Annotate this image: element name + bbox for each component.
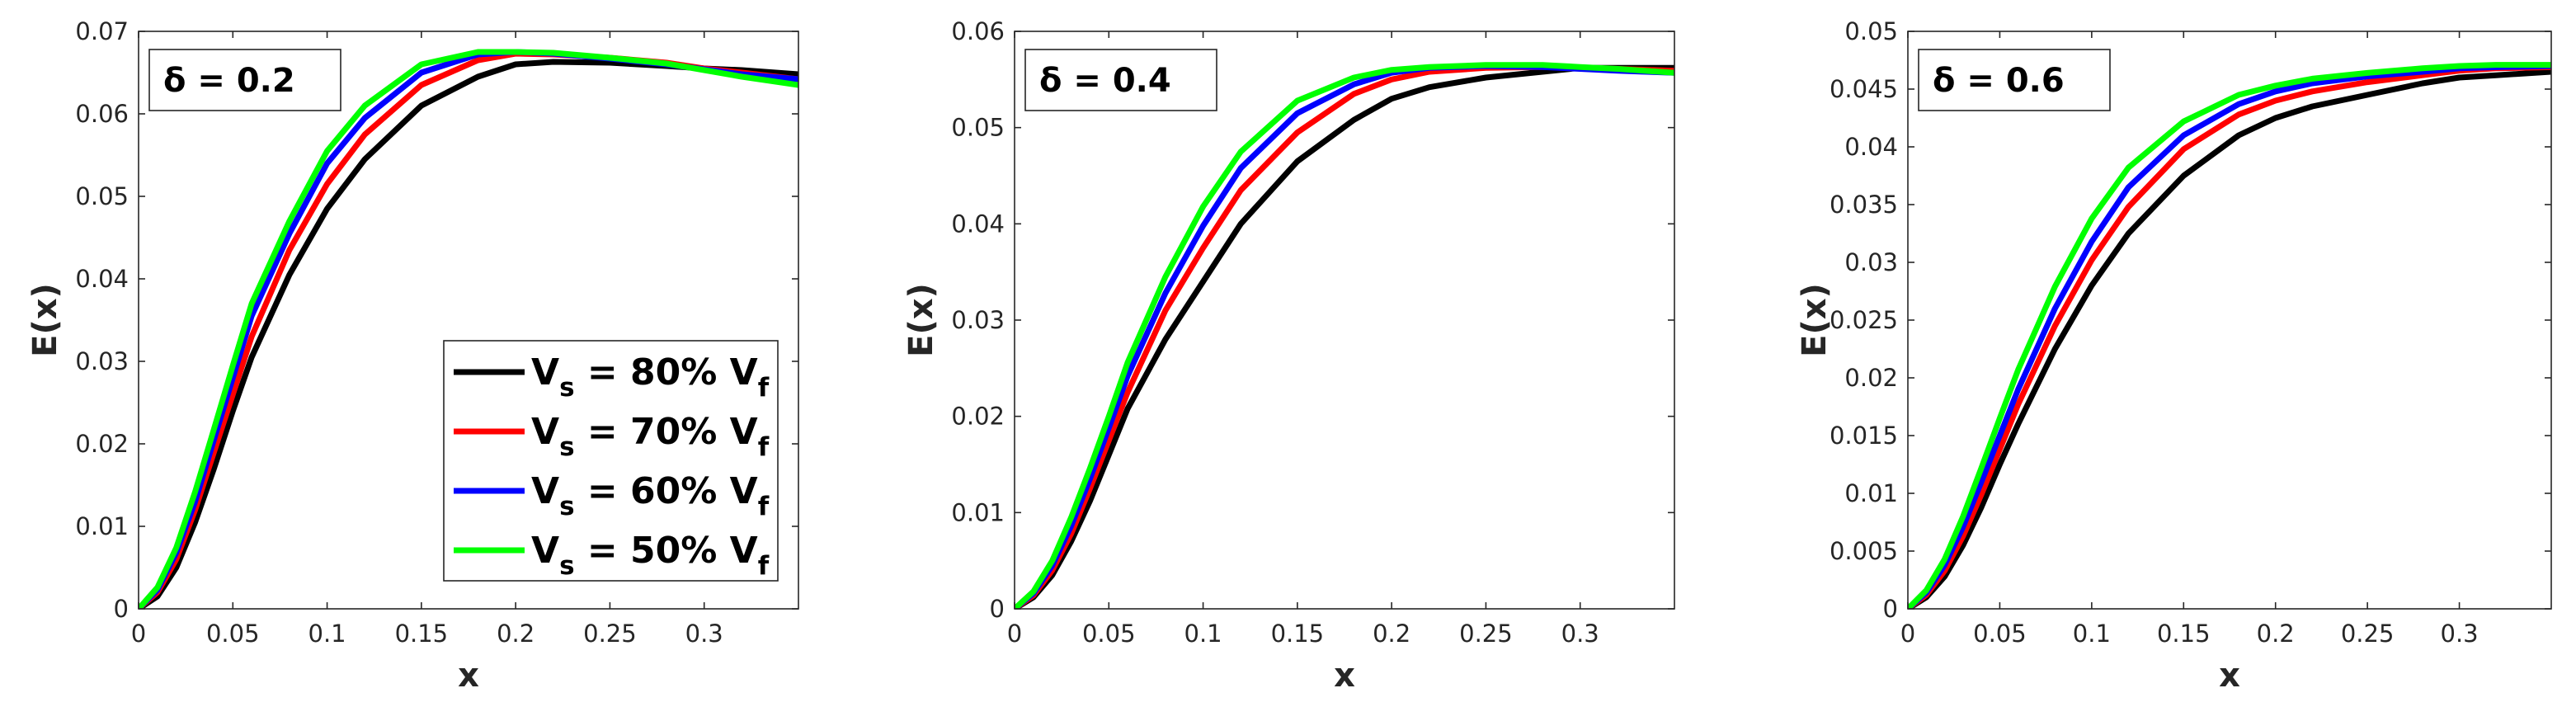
- y-tick-label: 0.03: [951, 306, 1005, 334]
- series-line-3: [1015, 62, 1674, 609]
- plot-area: [1015, 31, 1674, 609]
- y-tick-label: 0.015: [1830, 422, 1898, 450]
- y-tick-label: 0.03: [1844, 248, 1898, 276]
- y-tick-label: 0.035: [1830, 191, 1898, 219]
- legend-sub-s: s: [559, 432, 574, 462]
- x-tick-label: 0.05: [1973, 620, 2027, 648]
- x-tick-label: 0.1: [308, 620, 346, 648]
- y-tick-label: 0: [1883, 595, 1898, 623]
- legend-main: V: [531, 470, 559, 512]
- x-tick-label: 0: [131, 620, 146, 648]
- legend-mid: = 80% V: [575, 351, 758, 394]
- y-tick-label: 0: [990, 595, 1005, 623]
- y-tick-label: 0.05: [951, 114, 1005, 142]
- panel-delta-0-2: 0 0.05 0.1 0.15 0.2 0.25 0.3 0 0.01 0.02 0.03 0.04 0…: [26, 17, 799, 695]
- delta-box: [148, 49, 341, 111]
- y-axis-title: E(x): [902, 283, 940, 357]
- series-line-3: [1908, 62, 2551, 609]
- x-tick-label: 0: [1900, 620, 1915, 648]
- y-tick-label: 0.02: [1844, 364, 1898, 392]
- y-tick-label: 0.02: [951, 403, 1005, 431]
- x-tick-label: 0.05: [206, 620, 260, 648]
- y-tick-label: 0.01: [951, 498, 1005, 526]
- series-line-2: [1908, 63, 2551, 609]
- x-axis-title: x: [2219, 657, 2240, 695]
- x-tick-label: 0.05: [1082, 620, 1136, 648]
- legend-mid: = 60% V: [575, 470, 758, 512]
- plot-area: [1908, 31, 2551, 609]
- legend-main: V: [531, 411, 559, 453]
- x-tick-label: 0.15: [395, 620, 449, 648]
- legend-sub-f: f: [758, 373, 770, 403]
- y-tick-label: 0.025: [1830, 306, 1898, 334]
- series-group: [1015, 62, 1674, 609]
- series-line-1: [1908, 64, 2551, 609]
- x-tick-label: 0.2: [2257, 620, 2295, 648]
- y-tick-label: 0.06: [951, 17, 1005, 45]
- x-tick-label: 0.2: [1373, 620, 1410, 648]
- y-tick-label: 0.04: [1844, 133, 1898, 161]
- y-tick-label: 0.06: [75, 100, 129, 128]
- y-tick-label: 0: [114, 595, 129, 623]
- legend-entry-0: Vs = 80% Vf: [531, 351, 770, 403]
- y-tick-label: 0.04: [951, 210, 1005, 238]
- legend-sub-s: s: [559, 373, 574, 403]
- x-tick-label: 0.3: [1561, 620, 1599, 648]
- x-tick-label: 0.1: [2073, 620, 2111, 648]
- x-axis-title: x: [458, 657, 479, 695]
- delta-box: [1918, 49, 2111, 111]
- series-group: [139, 49, 798, 609]
- y-axis-title: E(x): [1796, 283, 1834, 357]
- y-tick-label: 0.01: [1844, 479, 1898, 507]
- legend-box: [443, 340, 779, 582]
- panel-delta-0-4: 0 0.05 0.1 0.15 0.2 0.25 0.3 0 0.01 0.02 0.03 0.04 0…: [902, 17, 1675, 695]
- y-tick-label: 0.07: [75, 17, 129, 45]
- x-tick-label: 0.3: [2441, 620, 2479, 648]
- x-tick-label: 0: [1007, 620, 1022, 648]
- delta-label: δ = 0.4: [1039, 62, 1171, 100]
- legend-sub-f: f: [758, 551, 770, 581]
- y-axis-title: E(x): [26, 283, 64, 357]
- x-axis-title: x: [1334, 657, 1355, 695]
- legend-main: V: [531, 530, 559, 572]
- y-tick-label: 0.01: [75, 512, 129, 540]
- legend-entry-1: Vs = 70% Vf: [531, 411, 770, 462]
- x-tick-label: 0.25: [1459, 620, 1513, 648]
- legend-mid: = 50% V: [575, 530, 758, 572]
- legend-entry-3: Vs = 50% Vf: [531, 530, 770, 581]
- delta-label: δ = 0.6: [1933, 62, 2065, 100]
- legend-sub-f: f: [758, 432, 770, 462]
- delta-box: [1024, 49, 1217, 111]
- y-tick-label: 0.02: [75, 430, 129, 458]
- delta-label: δ = 0.2: [163, 62, 295, 100]
- panel-delta-0-6: 0 0.05 0.1 0.15 0.2 0.25 0.3 0 0.005 0.01 0.015 0.0…: [1796, 17, 2552, 695]
- legend-entry-2: Vs = 60% Vf: [531, 470, 770, 521]
- x-tick-label: 0.15: [2157, 620, 2211, 648]
- series-group: [1908, 62, 2551, 609]
- y-tick-label: 0.05: [1844, 17, 1898, 45]
- legend-main: V: [531, 351, 559, 394]
- x-tick-label: 0.15: [1271, 620, 1325, 648]
- legend-sub-s: s: [559, 551, 574, 581]
- x-tick-label: 0.25: [583, 620, 637, 648]
- y-tick-label: 0.04: [75, 265, 129, 293]
- y-tick-label: 0.05: [75, 182, 129, 210]
- legend-sub-f: f: [758, 492, 770, 521]
- axes-box: [138, 31, 799, 610]
- x-tick-label: 0.25: [2341, 620, 2395, 648]
- y-tick-label: 0.03: [75, 347, 129, 375]
- x-tick-label: 0.3: [685, 620, 723, 648]
- x-tick-label: 0.1: [1184, 620, 1222, 648]
- y-tick-label: 0.005: [1830, 537, 1898, 565]
- series-line-0: [1015, 64, 1674, 609]
- legend-sub-s: s: [559, 492, 574, 521]
- series-line-0: [1908, 68, 2551, 609]
- legend-mid: = 70% V: [575, 411, 758, 453]
- y-tick-label: 0.045: [1830, 75, 1898, 103]
- x-tick-label: 0.2: [497, 620, 535, 648]
- series-line-3: [139, 49, 798, 609]
